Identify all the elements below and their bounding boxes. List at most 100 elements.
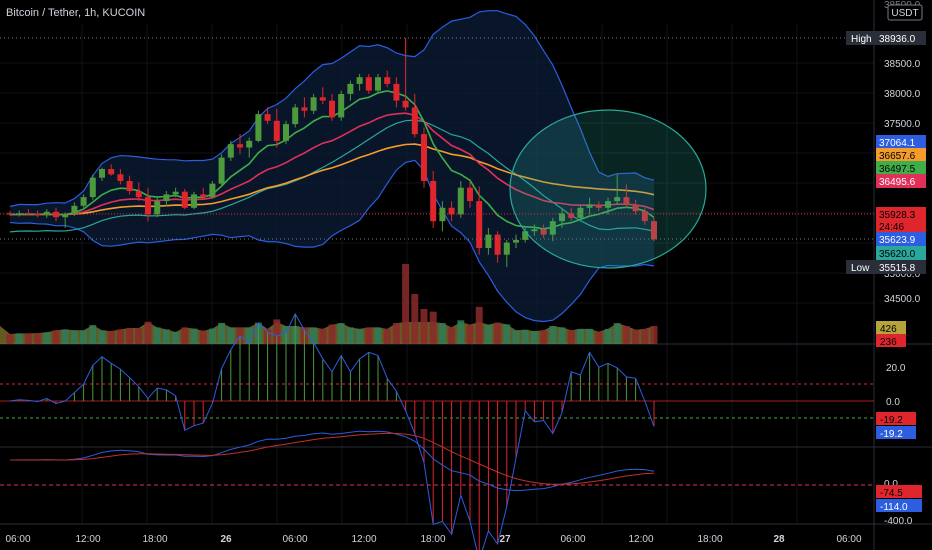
bollinger-fill xyxy=(10,10,654,322)
level-label-tag xyxy=(846,31,876,45)
candle-body xyxy=(80,197,87,206)
candle-body xyxy=(117,174,124,181)
candle-body xyxy=(89,177,96,198)
candle-body xyxy=(448,207,455,215)
volume-bar xyxy=(466,324,474,344)
time-tick: 12:00 xyxy=(351,534,376,545)
candle-body xyxy=(108,169,115,175)
candle-body xyxy=(393,83,400,101)
volume-bar xyxy=(52,330,60,344)
volume-bar xyxy=(374,327,382,344)
price-label: 37064.1 xyxy=(879,138,916,149)
level-label-text: Low xyxy=(851,263,870,274)
candle-body xyxy=(172,191,179,195)
candle-body xyxy=(494,234,501,255)
volume-bar xyxy=(144,321,152,344)
candle-body xyxy=(200,194,207,198)
volume-bar xyxy=(15,333,23,344)
candle-body xyxy=(135,191,142,198)
candle-body xyxy=(283,124,289,141)
time-tick: 26 xyxy=(220,534,232,545)
volume-bar xyxy=(98,330,106,344)
volume-bar xyxy=(494,322,502,344)
price-label: 35623.9 xyxy=(879,235,916,246)
volume-bar xyxy=(448,327,456,344)
candles xyxy=(7,38,657,268)
volume-bar xyxy=(632,329,640,344)
volume-bar xyxy=(80,330,88,344)
time-axis: 06:00 12:00 18:00 26 06:00 12:00 18:00 27 06:00 1… xyxy=(5,534,861,545)
price-label: 35928.3 xyxy=(879,210,916,221)
volume-bar xyxy=(135,328,143,344)
candle-body xyxy=(246,140,253,148)
candle-body xyxy=(577,207,584,218)
candle-body xyxy=(43,211,50,216)
candle-body xyxy=(99,169,105,178)
candle-body xyxy=(559,213,565,222)
currency-badge-label: USDT xyxy=(891,8,918,19)
candle-body xyxy=(614,197,621,202)
volume-bar xyxy=(549,326,557,344)
volume-bar xyxy=(586,328,594,344)
candle-body xyxy=(503,242,510,255)
time-tick: 12:00 xyxy=(75,534,100,545)
candle-body xyxy=(154,201,161,215)
price-label-bg xyxy=(876,135,926,149)
time-tick: 06:00 xyxy=(560,534,585,545)
volume-bar xyxy=(199,330,207,344)
volume-label: 426 xyxy=(880,324,897,335)
volume-bar xyxy=(153,327,161,344)
candle-body xyxy=(623,197,630,205)
volume-bar xyxy=(484,324,492,344)
candle-body xyxy=(227,144,234,158)
price-tick: 37500.0 xyxy=(884,119,921,130)
volume-bar xyxy=(337,323,345,344)
candle-body xyxy=(485,234,492,248)
candle-body xyxy=(191,194,197,208)
volume-bar xyxy=(613,323,621,344)
volume-bar xyxy=(273,319,281,344)
candle-body xyxy=(218,157,225,184)
price-tick: 38000.0 xyxy=(884,89,921,100)
volume-bar xyxy=(475,306,483,344)
price-label-bg xyxy=(876,148,926,162)
volume-bar xyxy=(420,309,428,344)
volume-bar xyxy=(6,334,14,344)
candle-body xyxy=(319,97,326,101)
chart-title: Bitcoin / Tether, 1h, KUCOIN xyxy=(6,7,145,19)
volume-bar xyxy=(558,327,566,344)
volume-bar xyxy=(116,329,124,344)
osc2-tick: -400.0 xyxy=(884,516,913,527)
osc1-label: -19.2 xyxy=(880,429,903,440)
volume-bar xyxy=(34,333,42,344)
candle-body xyxy=(71,205,78,215)
volume-bar xyxy=(576,328,584,344)
candle-body xyxy=(586,204,593,208)
price-label: 24:46 xyxy=(879,222,904,233)
currency-badge[interactable]: USDT xyxy=(887,4,923,21)
candle-body xyxy=(439,207,446,222)
osc1-tick: 20.0 xyxy=(886,363,906,374)
volume-bar xyxy=(383,328,391,344)
volume-bar xyxy=(503,324,511,344)
candle-body xyxy=(237,144,243,148)
volume-bar xyxy=(411,294,419,344)
time-tick: 18:00 xyxy=(142,534,167,545)
candle-body xyxy=(476,201,483,248)
candle-body xyxy=(641,211,648,222)
volume-bar xyxy=(181,327,189,344)
osc2-label-bg xyxy=(876,499,922,512)
candle-body xyxy=(163,194,170,202)
candle-body xyxy=(145,197,151,215)
osc2-tick: 0.0 xyxy=(884,479,898,490)
candle-body xyxy=(209,183,216,198)
volume-bar xyxy=(604,328,612,344)
candle-body xyxy=(605,201,611,208)
volume-bar xyxy=(61,329,69,344)
osc1-label-bg xyxy=(876,426,916,439)
candle-body xyxy=(347,83,354,94)
candle-body xyxy=(457,187,464,215)
candle-body xyxy=(411,107,418,135)
volume-label-bg xyxy=(876,334,906,347)
